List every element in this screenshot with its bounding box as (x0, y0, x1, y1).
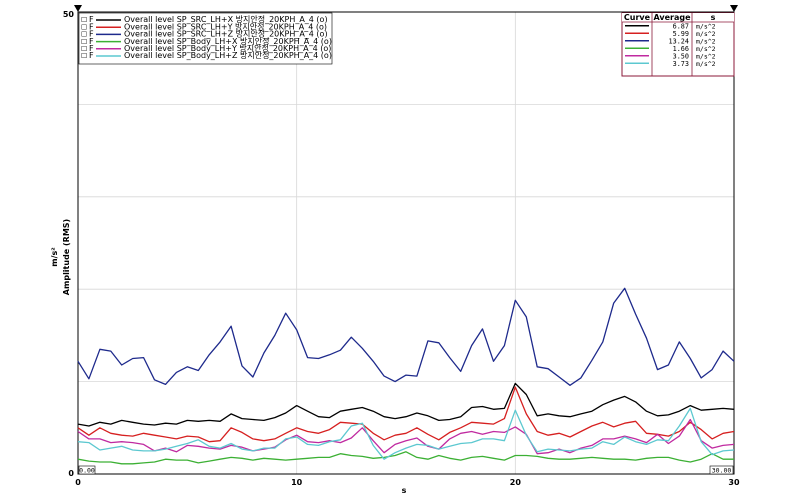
stats-average: 5.99 (673, 30, 689, 38)
legend-label: Overall level SP_SRC_LH+Z 방지안정_20KPH_A_4… (124, 29, 328, 39)
stats-header-cell: s (711, 13, 716, 22)
stats-row: 1.66 m/s^2 (625, 45, 716, 53)
legend-item[interactable]: ☐ F Overall level SP_Body_LH+Y 방지안정_20KPH_… (81, 43, 331, 53)
stats-row: 13.24 m/s^2 (625, 37, 716, 45)
stats-header-cell: Curve (624, 13, 651, 22)
stats-unit: m/s^2 (696, 60, 716, 68)
legend-item[interactable]: ☐ F Overall level SP_Body_LH+Z 방지안정_20KPH_… (81, 50, 332, 60)
y-axis-bottom-label: 0 (68, 469, 74, 478)
x-tick-labels: 0 10 20 30 (75, 478, 740, 487)
left-cursor-marker[interactable] (74, 5, 82, 12)
stats-header-bg (622, 13, 734, 22)
legend-frame (78, 12, 333, 65)
stats-row: 5.99 m/s^2 (625, 30, 716, 38)
stats-row: 3.73 m/s^2 (625, 60, 716, 68)
series-line-5 (77, 418, 735, 455)
series-line-2 (77, 386, 735, 443)
x-tick-label: 10 (291, 478, 303, 487)
legend-flag: F (89, 44, 94, 53)
legend-label: Overall level SP_Body_LH+X 방지안정_20KPH_A_… (124, 36, 332, 46)
right-cursor-marker[interactable] (730, 5, 738, 12)
left-cursor-value: 0.00 (79, 467, 95, 475)
legend-checkbox[interactable]: ☐ (81, 16, 87, 24)
legend-item[interactable]: ☐ F Overall level SP_Body_LH+X 방지안정_20KPH_… (81, 36, 332, 46)
stats-row: 6.87 m/s^2 (625, 22, 716, 30)
series-line-1 (77, 382, 735, 427)
left-cursor[interactable]: 0.00 (74, 5, 96, 475)
stats-average: 1.66 (673, 45, 689, 53)
legend-flag: F (89, 22, 94, 31)
legend-label: Overall level SP_Body_LH+Y 방지안정_20KPH_A_… (124, 43, 331, 53)
legend-item[interactable]: ☐ F Overall level SP_SRC_LH+Z 방지안정_20KPH_A… (81, 29, 328, 39)
legend-item[interactable]: ☐ F Overall level SP_SRC_LH+Y 방지안정_20KPH_A… (81, 21, 327, 31)
x-axis-label: s (402, 486, 407, 495)
plot-frame (77, 11, 735, 475)
legend-item[interactable]: ☐ F Overall level SP_SRC_LH+X 방지안정_20KPH_A… (81, 14, 328, 24)
x-tick-label: 30 (728, 478, 740, 487)
legend: ☐ F Overall level SP_SRC_LH+X 방지안정_20KPH_A… (78, 12, 333, 65)
stats-table-frame (621, 12, 735, 77)
legend-flag: F (89, 51, 94, 60)
stats-unit: m/s^2 (696, 30, 716, 38)
stats-average: 3.73 (673, 60, 689, 68)
series-line-3 (77, 287, 735, 386)
stats-unit: m/s^2 (696, 52, 716, 60)
stats-table: Curve Average s 6.87 m/s^2 5.99 m/s^2 13.24 m/s^… (621, 12, 735, 77)
legend-checkbox[interactable]: ☐ (81, 52, 87, 60)
left-cursor-value-box (78, 465, 96, 475)
x-tick-label: 20 (510, 478, 522, 487)
series-line-4 (77, 451, 734, 465)
y-axis-title: m/s² Amplitude (RMS) (50, 219, 71, 295)
right-cursor[interactable]: 30.00 (709, 5, 738, 475)
y-axis-label: Amplitude (RMS) (62, 219, 71, 295)
x-tick-label: 0 (75, 478, 81, 487)
right-cursor-value-box (709, 465, 734, 475)
series-layer (77, 287, 735, 465)
legend-flag: F (89, 37, 94, 46)
y-axis-unit: m/s² (50, 247, 59, 267)
legend-checkbox[interactable]: ☐ (81, 31, 87, 39)
legend-flag: F (89, 15, 94, 24)
stats-average: 3.50 (673, 52, 689, 60)
right-cursor-value: 30.00 (712, 467, 732, 475)
legend-flag: F (89, 30, 94, 39)
stats-unit: m/s^2 (696, 37, 716, 45)
legend-label: Overall level SP_SRC_LH+Y 방지안정_20KPH_A_4… (124, 21, 327, 31)
legend-checkbox[interactable]: ☐ (81, 23, 87, 31)
legend-label: Overall level SP_Body_LH+Z 방지안정_20KPH_A_… (124, 50, 332, 60)
stats-header-cell: Average (653, 13, 691, 22)
stats-row: 3.50 m/s^2 (625, 52, 716, 60)
stats-average: 6.87 (673, 22, 689, 30)
legend-label: Overall level SP_SRC_LH+X 방지안정_20KPH_A_4… (124, 14, 328, 24)
y-axis-top-label: 50 (63, 10, 75, 19)
grid (78, 12, 734, 474)
stats-unit: m/s^2 (696, 45, 716, 53)
legend-checkbox[interactable]: ☐ (81, 38, 87, 46)
series-line-6 (77, 407, 735, 460)
stats-average: 13.24 (669, 37, 689, 45)
stats-unit: m/s^2 (696, 22, 716, 30)
legend-checkbox[interactable]: ☐ (81, 45, 87, 53)
